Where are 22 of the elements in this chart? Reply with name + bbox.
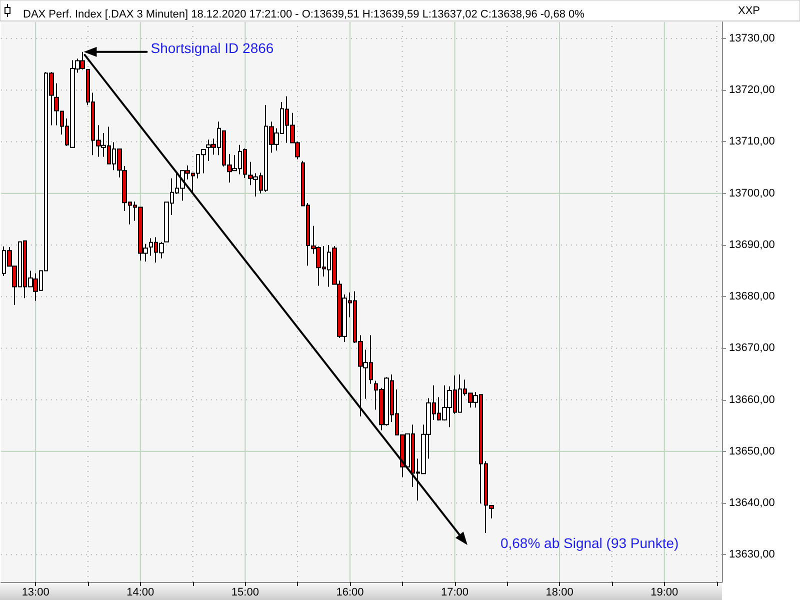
annotation: 0,68% ab Signal (93 Punkte)	[500, 535, 679, 551]
x-tick-label: 17:00	[441, 586, 469, 598]
y-tick-label: 13680,00	[729, 290, 775, 303]
y-tick-label: 13730,00	[729, 32, 775, 45]
annotation: Shortsignal ID 2866	[150, 40, 274, 56]
x-tick-label: 13:00	[22, 586, 50, 598]
y-tick-label: 13630,00	[729, 548, 775, 561]
y-tick-label: 13690,00	[729, 238, 775, 251]
x-tick-label: 15:00	[231, 586, 259, 598]
y-tick-label: 13660,00	[729, 394, 775, 406]
y-axis-title: XXP	[738, 5, 760, 17]
y-tick-label: 13640,00	[729, 497, 775, 510]
chart-title: DAX Perf. Index [.DAX 3 Minuten] 18.12.2020 17:21:00 - O:13639,51 H:13639,59 L:13637,02 C:13638,96 -0,68 0%	[23, 8, 585, 20]
y-tick-label: 13670,00	[729, 342, 775, 354]
y-tick-label: 13710,00	[729, 136, 775, 148]
x-tick-label: 19:00	[650, 586, 678, 598]
x-tick-label: 14:00	[126, 586, 154, 598]
x-tick-label: 18:00	[546, 586, 574, 598]
x-tick-label: 16:00	[336, 586, 364, 598]
y-tick-label: 13720,00	[729, 84, 775, 96]
y-tick-label: 13650,00	[729, 445, 775, 458]
y-tick-label: 13700,00	[729, 187, 775, 200]
